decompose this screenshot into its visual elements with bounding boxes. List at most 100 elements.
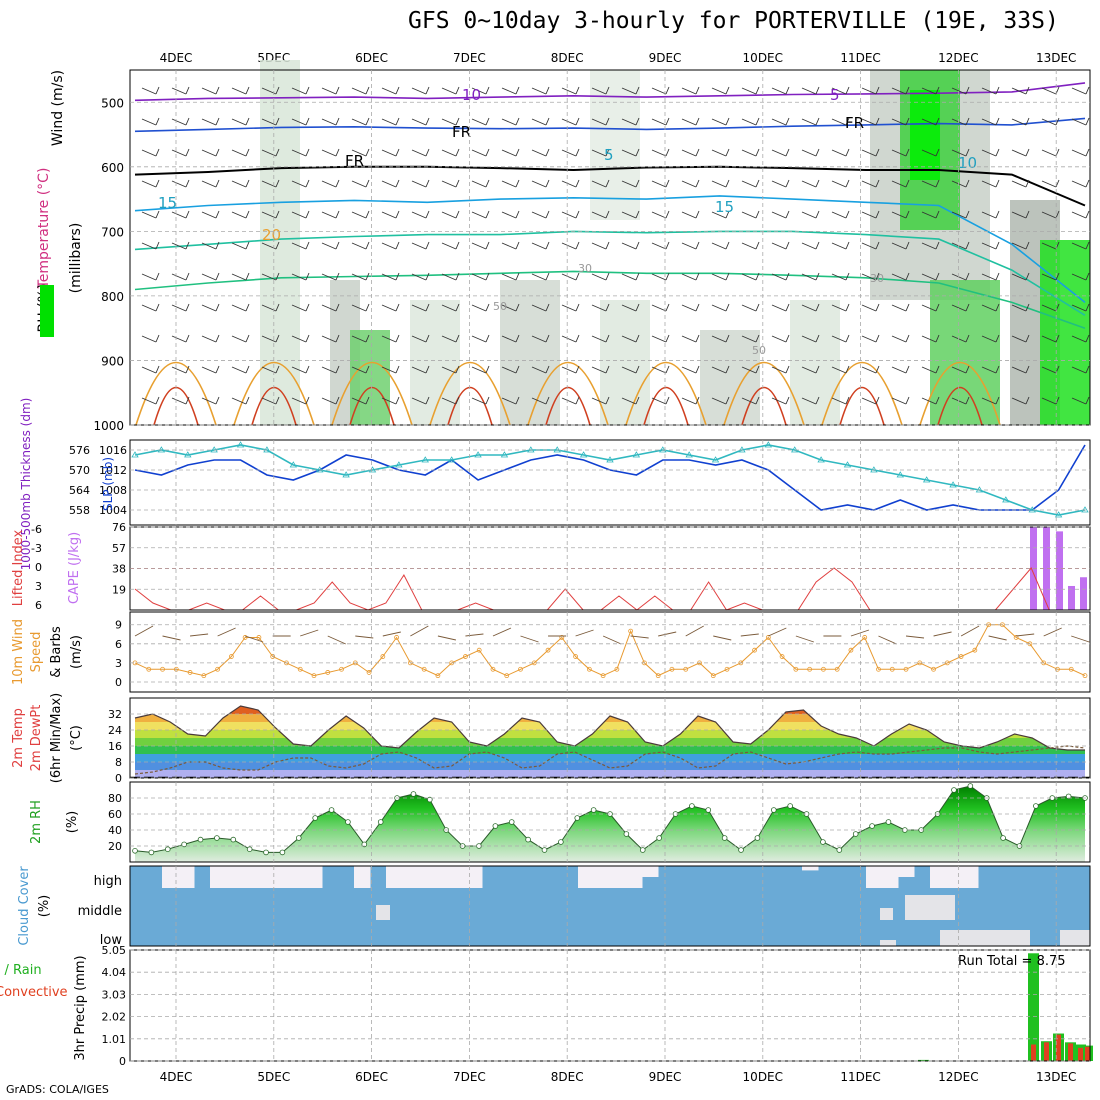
wind-barb bbox=[635, 334, 640, 343]
y-tick-label-thickness: 564 bbox=[69, 484, 90, 497]
wind-speed-point bbox=[504, 673, 510, 679]
temp-band bbox=[135, 714, 1085, 722]
x-tick-label-bottom: 10DEC bbox=[743, 1070, 783, 1084]
wind-barb bbox=[455, 86, 460, 95]
wind-barb bbox=[201, 211, 217, 219]
high-cloud-clear bbox=[930, 866, 947, 888]
rh-point bbox=[230, 836, 237, 843]
wind-barb bbox=[441, 149, 457, 157]
wind-barb bbox=[815, 117, 820, 126]
wind-barb bbox=[591, 87, 607, 95]
wind-speed-point bbox=[752, 647, 757, 653]
wind-barb bbox=[575, 179, 580, 188]
mid-low-cloud-clear bbox=[880, 908, 893, 920]
wind-barb bbox=[1011, 366, 1027, 374]
x-tick-label-bottom: 5DEC bbox=[257, 1070, 290, 1084]
wind-barb bbox=[995, 86, 1000, 95]
wind-barb bbox=[411, 118, 427, 126]
wind-barb-10m bbox=[685, 625, 704, 637]
wind-barb bbox=[711, 304, 727, 312]
rh-shading bbox=[410, 300, 460, 425]
wind-barb bbox=[741, 397, 757, 405]
wind-barb bbox=[981, 211, 997, 219]
wind-barb bbox=[605, 179, 610, 188]
high-cloud-clear bbox=[866, 866, 883, 888]
wind-barb bbox=[635, 210, 640, 219]
y-axis-label-thickness: 1000-500mb Thickness (dm) bbox=[19, 398, 33, 571]
y-tick-label-wind: 3 bbox=[115, 657, 122, 670]
wind-barb bbox=[185, 117, 190, 126]
wind-speed-point bbox=[876, 666, 881, 672]
wind-barb bbox=[485, 365, 490, 374]
wind-barb-10m bbox=[905, 635, 925, 639]
wind-barb bbox=[155, 396, 160, 405]
rh-point bbox=[1033, 803, 1039, 809]
wind-barb bbox=[951, 335, 967, 343]
wind-barb bbox=[395, 117, 400, 126]
wind-barb bbox=[891, 242, 907, 250]
wind-barb-10m bbox=[713, 635, 732, 641]
y-tick-label-thickness: 570 bbox=[69, 464, 90, 477]
wind-barb bbox=[351, 304, 367, 312]
wind-barb bbox=[605, 334, 610, 343]
wind-barb bbox=[831, 87, 847, 95]
wind-barb bbox=[141, 366, 157, 374]
x-tick-label-bottom: 12DEC bbox=[938, 1070, 978, 1084]
wind-speed-point bbox=[1013, 635, 1019, 640]
rh-point bbox=[820, 839, 826, 845]
wind-barb bbox=[681, 149, 697, 157]
wind-barb bbox=[1025, 396, 1030, 405]
wind-barb bbox=[381, 211, 397, 219]
wind-barb bbox=[695, 272, 700, 281]
wind-barb bbox=[785, 117, 790, 126]
wind-barb bbox=[905, 210, 910, 219]
x-tick-label-top: 13DEC bbox=[1036, 51, 1076, 65]
wind-barb bbox=[785, 396, 790, 405]
wind-barb bbox=[875, 148, 880, 157]
wind-barb bbox=[861, 149, 877, 157]
wind-barb bbox=[155, 148, 160, 157]
wind-barb bbox=[321, 180, 337, 188]
y-axis-label-li: Lifted Index bbox=[11, 529, 26, 606]
wind-barb bbox=[981, 87, 997, 95]
wind-barb bbox=[965, 396, 970, 405]
wind-barb-10m bbox=[217, 627, 236, 637]
wind-barb bbox=[801, 335, 817, 343]
wind-barb bbox=[905, 117, 910, 126]
wind-barb bbox=[695, 117, 700, 126]
rh-point bbox=[623, 831, 630, 837]
wind-barb bbox=[1071, 118, 1087, 126]
wind-barb bbox=[1011, 149, 1027, 157]
wind-barb bbox=[891, 366, 907, 374]
wind-barb bbox=[321, 366, 337, 374]
wind-speed-point bbox=[242, 635, 248, 640]
thickness-point bbox=[738, 446, 746, 453]
wind-barb bbox=[861, 242, 877, 250]
wind-barb bbox=[485, 334, 490, 343]
wind-barb bbox=[561, 242, 577, 250]
wind-barb bbox=[531, 335, 547, 343]
wind-barb bbox=[1025, 86, 1030, 95]
isotherm-line bbox=[134, 270, 1086, 329]
wind-barb bbox=[531, 211, 547, 219]
wind-barb bbox=[575, 86, 580, 95]
wind-barb bbox=[681, 211, 697, 219]
wind-barb bbox=[981, 180, 997, 188]
wind-barb bbox=[501, 149, 517, 157]
wind-barb bbox=[201, 366, 217, 374]
wind-barb bbox=[815, 272, 820, 281]
wind-barb bbox=[441, 242, 457, 250]
wind-speed-point bbox=[848, 647, 854, 653]
y-tick-label-cloud: middle bbox=[78, 904, 122, 919]
temp-bands bbox=[135, 706, 1085, 778]
wind-barb bbox=[755, 396, 760, 405]
wind-barb bbox=[321, 87, 337, 95]
wind-barb bbox=[545, 210, 550, 219]
wind-barb bbox=[291, 180, 307, 188]
y-tick-label-wind: 9 bbox=[115, 619, 122, 632]
wind-barb bbox=[335, 86, 340, 95]
wind-barb bbox=[425, 86, 430, 95]
wind-barb bbox=[725, 303, 730, 312]
wind-speed-point bbox=[614, 666, 620, 672]
wind-barb bbox=[725, 179, 730, 188]
